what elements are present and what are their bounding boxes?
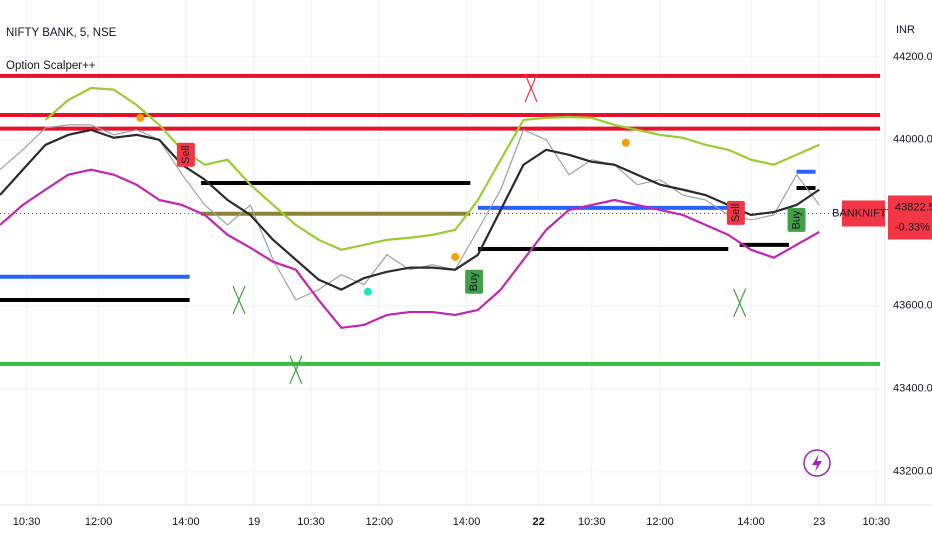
signal-label: Buy xyxy=(468,272,480,291)
signal-label: Buy xyxy=(790,210,802,229)
signal-label: Sell xyxy=(730,204,742,222)
signal-label: Sell xyxy=(180,146,192,164)
x-tick-label: 12:00 xyxy=(646,516,674,528)
indicator-name: Option Scalper++ xyxy=(6,60,96,72)
x-tick-label: 10:30 xyxy=(862,516,890,528)
currency: INR xyxy=(896,24,915,36)
icon-bolt xyxy=(812,454,822,472)
x-tick-label: 19 xyxy=(248,516,260,528)
cross-marker xyxy=(289,355,303,384)
x-tick-label: 10:30 xyxy=(297,516,325,528)
y-tick-label: 43400.00 xyxy=(893,383,932,395)
signal-box xyxy=(465,269,484,294)
signal-dot xyxy=(451,252,460,261)
change-label: -0.33% xyxy=(895,221,930,233)
signal-dot xyxy=(363,287,372,296)
x-tick-label: 14:00 xyxy=(737,516,765,528)
replay-icon[interactable] xyxy=(803,449,831,477)
signal-dot xyxy=(621,138,630,147)
series-line xyxy=(44,86,820,251)
x-tick-label: 12:00 xyxy=(85,516,113,528)
y-tick-label: 43200.00 xyxy=(893,466,932,478)
price-label: 43822.50 xyxy=(895,201,932,213)
x-tick-label: 14:00 xyxy=(453,516,481,528)
x-tick-label: 10:30 xyxy=(13,516,41,528)
y-tick-label: 43600.00 xyxy=(893,300,932,312)
symbol-label: BANKNIFTY xyxy=(832,207,894,219)
series-line xyxy=(0,168,820,329)
signal-box xyxy=(787,207,806,232)
signal-box xyxy=(176,142,195,167)
price-tag xyxy=(888,195,932,240)
signal-dot xyxy=(136,113,145,122)
series-line xyxy=(0,124,820,301)
series-line xyxy=(0,128,820,291)
y-tick-label: 44000.00 xyxy=(893,134,932,146)
cross-marker xyxy=(733,288,747,318)
cross-marker xyxy=(524,73,538,103)
symbol-tag xyxy=(842,200,885,227)
signal-box xyxy=(726,200,745,225)
x-tick-label: 14:00 xyxy=(172,516,200,528)
x-tick-label: 12:00 xyxy=(366,516,394,528)
chart-title: NIFTY BANK, 5, NSE xyxy=(6,27,117,39)
x-tick-label: 23 xyxy=(813,516,825,528)
x-tick-label: 22 xyxy=(532,516,544,528)
y-tick-label: 44200.00 xyxy=(893,51,932,63)
cross-marker xyxy=(232,285,246,315)
x-tick-label: 10:30 xyxy=(578,516,606,528)
